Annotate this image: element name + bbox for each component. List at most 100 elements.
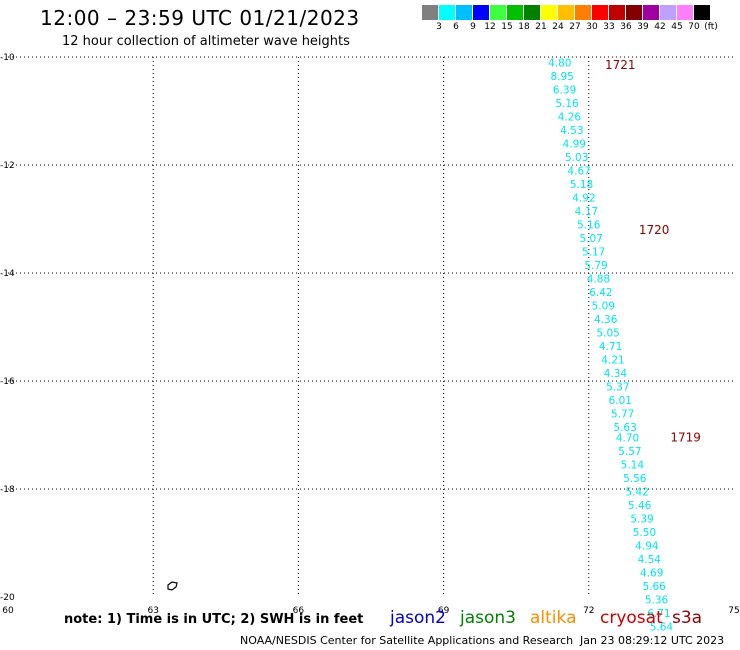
footer-timestamp: Jan 23 08:29:12 UTC 2023: [580, 634, 725, 647]
swh-value-label: 5.36: [645, 595, 669, 607]
swh-value-label: 5.09: [592, 300, 615, 312]
swh-value-label: 4.70: [616, 433, 639, 445]
color-scale-label: 27: [569, 22, 581, 32]
swh-value-label: 6.01: [609, 395, 632, 407]
y-tick-label: -20: [0, 593, 15, 603]
swh-value-label: 4.17: [575, 206, 598, 218]
swh-value-label: 5.16: [577, 219, 601, 231]
swh-value-label: 4.88: [587, 273, 610, 285]
color-swatch: [592, 5, 609, 20]
swh-value-label: 5.39: [630, 514, 653, 526]
color-scale-label: 70: [688, 22, 700, 32]
x-tick-label: 72: [583, 606, 594, 616]
color-scale-label: (ft): [704, 22, 718, 32]
color-swatch: [507, 5, 524, 20]
color-scale-label: 33: [603, 22, 615, 32]
satellite-legend-s3a: s3a: [672, 608, 703, 628]
color-swatch: [456, 5, 473, 20]
swh-value-label: 5.17: [582, 246, 605, 258]
color-swatch: [626, 5, 643, 20]
color-scale-label: 15: [501, 22, 513, 32]
swh-value-label: 4.71: [599, 341, 622, 353]
color-scale-label: 12: [484, 22, 496, 32]
swh-value-label: 5.56: [623, 473, 647, 485]
swh-value-label: 4.67: [567, 165, 590, 177]
satellite-legend-cryosat: cryosat: [600, 608, 663, 628]
color-scale-label: 21: [535, 22, 547, 32]
swh-value-label: 4.53: [560, 125, 583, 137]
swh-value-label: 5.79: [584, 260, 607, 272]
color-scale-label: 45: [671, 22, 683, 32]
color-swatch: [422, 5, 439, 20]
swh-value-label: 4.54: [638, 554, 662, 566]
color-swatch: [541, 5, 558, 20]
color-scale-label: 30: [586, 22, 598, 32]
swh-value-label: 5.63: [613, 422, 636, 434]
swh-value-label: 5.03: [565, 152, 588, 164]
y-tick-label: -18: [0, 485, 15, 495]
swh-value-label: 6.71: [647, 608, 670, 620]
swh-value-label: 5.37: [606, 381, 629, 393]
swh-value-label: 5.42: [626, 487, 649, 499]
color-swatch: [643, 5, 660, 20]
color-scale-label: 24: [552, 22, 564, 32]
swh-value-label: 4.21: [601, 354, 624, 366]
swh-value-label: 5.50: [633, 527, 656, 539]
color-scale-label: 39: [637, 22, 649, 32]
swh-value-label: 8.95: [550, 71, 573, 83]
y-tick-label: -12: [0, 161, 15, 171]
footer-credit: NOAA/NESDIS Center for Satellite Applica…: [240, 634, 574, 647]
island-outline: [167, 581, 178, 591]
swh-value-label: 5.07: [580, 233, 603, 245]
color-swatch: [473, 5, 490, 20]
color-swatch: [694, 5, 711, 20]
map-title: 12:00 – 23:59 UTC 01/21/2023: [40, 6, 360, 30]
x-tick-label: 66: [293, 606, 305, 616]
x-tick-label: 69: [438, 606, 450, 616]
color-scale-labels: 3 6 9 12 15 18 21 24 27 30 33 36 39 42 45 70 (ft): [422, 22, 740, 34]
color-scale-label: 3: [436, 22, 442, 32]
y-tick-label: -14: [0, 269, 15, 279]
swh-value-label: 5.64: [650, 622, 674, 634]
swh-value-label: 5.77: [611, 408, 634, 420]
pass-time-label: 1720: [639, 223, 670, 237]
y-tick-label: -10: [0, 53, 15, 63]
color-swatch: [660, 5, 677, 20]
swh-value-label: 5.46: [628, 500, 652, 512]
pass-time-label: 1719: [670, 431, 701, 445]
swh-value-label: 5.66: [642, 581, 666, 593]
swh-value-label: 5.18: [570, 179, 593, 191]
swh-value-label: 4.34: [604, 368, 628, 380]
swh-value-label: 5.05: [596, 327, 619, 339]
swh-value-label: 4.92: [572, 192, 595, 204]
color-swatch: [439, 5, 456, 20]
color-scale-label: 36: [620, 22, 632, 32]
color-scale-label: 42: [654, 22, 666, 32]
swh-value-label: 5.14: [621, 460, 645, 472]
swh-value-label: 4.26: [558, 111, 582, 123]
color-swatch: [609, 5, 626, 20]
pass-time-label: 1721: [605, 58, 636, 72]
color-scale-label: 18: [518, 22, 530, 32]
satellite-legend-altika: altika: [530, 608, 577, 628]
swh-value-label: 4.99: [563, 138, 586, 150]
swh-value-label: 4.80: [548, 57, 571, 69]
color-swatch: [490, 5, 507, 20]
color-swatch: [575, 5, 592, 20]
swh-value-label: 4.69: [640, 568, 663, 580]
satellite-legend-jason2: jason2: [390, 608, 446, 628]
swh-value-label: 5.57: [618, 446, 641, 458]
x-tick-label: 75: [728, 606, 739, 616]
color-swatch: [558, 5, 575, 20]
swh-value-label: 4.94: [635, 541, 659, 553]
x-tick-label: 60: [2, 606, 14, 616]
swh-value-label: 6.42: [589, 287, 612, 299]
color-swatch: [524, 5, 541, 20]
color-swatch: [677, 5, 694, 20]
satellite-legend-jason3: jason3: [460, 608, 516, 628]
swh-value-label: 4.36: [594, 314, 618, 326]
swh-value-label: 6.39: [553, 84, 576, 96]
footer-note: note: 1) Time is in UTC; 2) SWH is in fe…: [64, 612, 364, 627]
y-tick-label: -16: [0, 377, 15, 387]
